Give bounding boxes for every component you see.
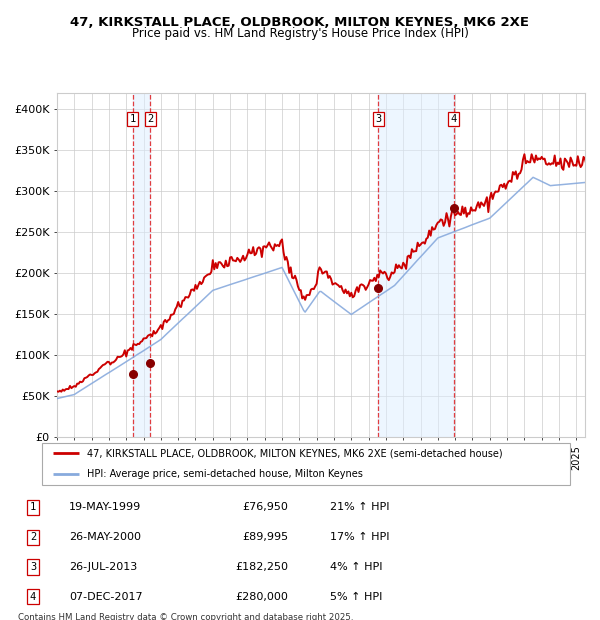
Text: 4: 4 (451, 114, 457, 124)
Text: £182,250: £182,250 (235, 562, 288, 572)
Text: Contains HM Land Registry data © Crown copyright and database right 2025.
This d: Contains HM Land Registry data © Crown c… (18, 613, 353, 620)
Text: 07-DEC-2017: 07-DEC-2017 (69, 591, 143, 601)
Text: 2: 2 (30, 532, 36, 542)
Text: 3: 3 (375, 114, 382, 124)
Text: 5% ↑ HPI: 5% ↑ HPI (330, 591, 382, 601)
Text: 1: 1 (130, 114, 136, 124)
Text: £89,995: £89,995 (242, 532, 288, 542)
Text: 26-JUL-2013: 26-JUL-2013 (69, 562, 137, 572)
Text: 3: 3 (30, 562, 36, 572)
Text: 17% ↑ HPI: 17% ↑ HPI (330, 532, 389, 542)
Text: 4% ↑ HPI: 4% ↑ HPI (330, 562, 383, 572)
Bar (133, 93, 151, 437)
Text: £280,000: £280,000 (235, 591, 288, 601)
Text: 2: 2 (148, 114, 154, 124)
Text: Price paid vs. HM Land Registry's House Price Index (HPI): Price paid vs. HM Land Registry's House … (131, 27, 469, 40)
Text: 47, KIRKSTALL PLACE, OLDBROOK, MILTON KEYNES, MK6 2XE: 47, KIRKSTALL PLACE, OLDBROOK, MILTON KE… (71, 16, 530, 29)
Text: 21% ↑ HPI: 21% ↑ HPI (330, 502, 389, 512)
Text: £76,950: £76,950 (242, 502, 288, 512)
Text: 19-MAY-1999: 19-MAY-1999 (69, 502, 141, 512)
Text: 26-MAY-2000: 26-MAY-2000 (69, 532, 141, 542)
Text: 4: 4 (30, 591, 36, 601)
Text: HPI: Average price, semi-detached house, Milton Keynes: HPI: Average price, semi-detached house,… (87, 469, 363, 479)
FancyBboxPatch shape (42, 443, 570, 485)
Text: 1: 1 (30, 502, 36, 512)
Bar (379, 93, 454, 437)
Text: 47, KIRKSTALL PLACE, OLDBROOK, MILTON KEYNES, MK6 2XE (semi-detached house): 47, KIRKSTALL PLACE, OLDBROOK, MILTON KE… (87, 448, 503, 458)
